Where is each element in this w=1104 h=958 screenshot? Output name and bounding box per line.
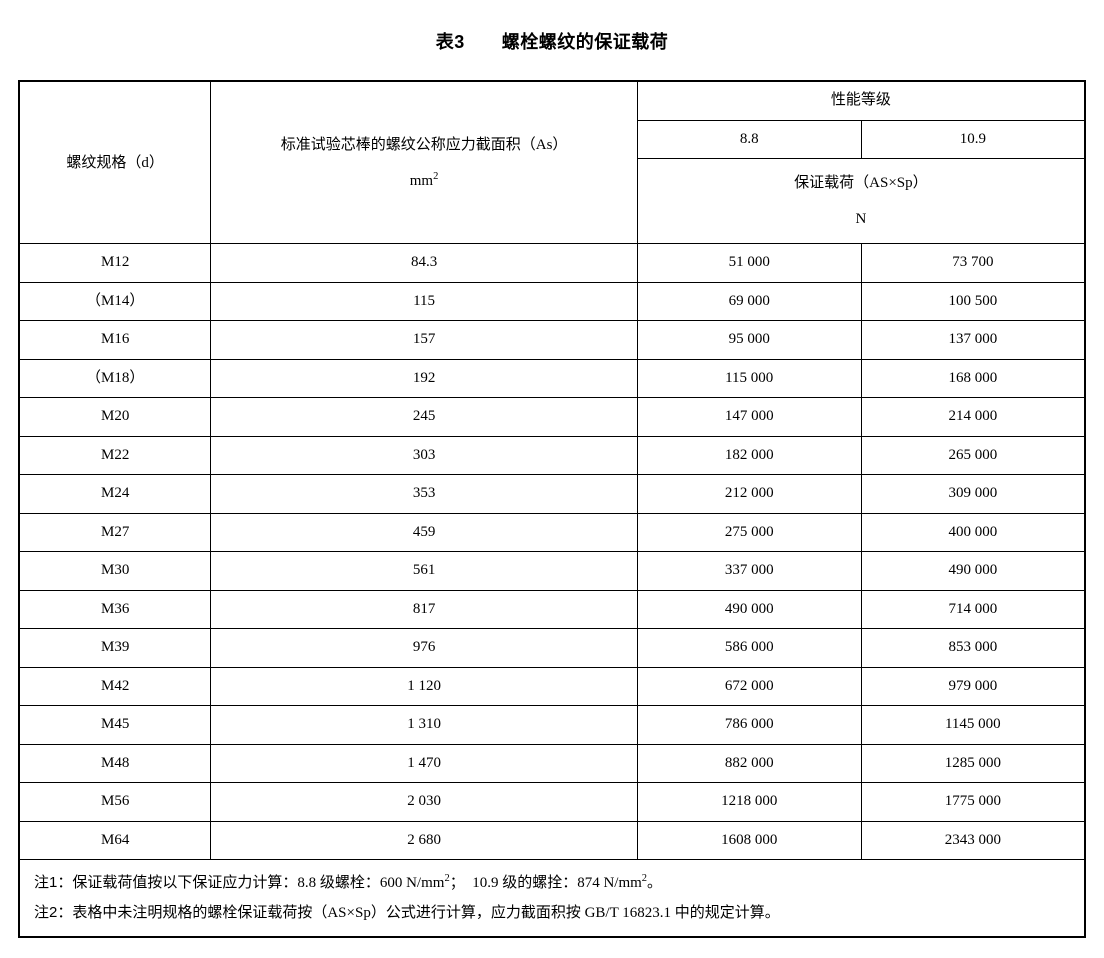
table-cell: M64 bbox=[19, 821, 211, 860]
table-cell: 561 bbox=[211, 552, 637, 591]
table-cell: 1 470 bbox=[211, 744, 637, 783]
table-cell: 275 000 bbox=[637, 513, 861, 552]
table-cell: M56 bbox=[19, 783, 211, 822]
table-cell: 212 000 bbox=[637, 475, 861, 514]
table-row: M22303182 000265 000 bbox=[19, 436, 1085, 475]
table-row: M642 6801608 0002343 000 bbox=[19, 821, 1085, 860]
proof-load-table: 螺纹规格（d） 标准试验芯棒的螺纹公称应力截面积（As） mm2 性能等级 8.… bbox=[18, 80, 1086, 938]
table-cell: 84.3 bbox=[211, 244, 637, 283]
table-cell: 817 bbox=[211, 590, 637, 629]
table-cell: M45 bbox=[19, 706, 211, 745]
table-row: M481 470882 0001285 000 bbox=[19, 744, 1085, 783]
table-row: M451 310786 0001145 000 bbox=[19, 706, 1085, 745]
table-cell: 157 bbox=[211, 321, 637, 360]
table-cell: M27 bbox=[19, 513, 211, 552]
table-cell: 459 bbox=[211, 513, 637, 552]
table-cell: 1218 000 bbox=[637, 783, 861, 822]
table-row: M421 120672 000979 000 bbox=[19, 667, 1085, 706]
table-cell: 168 000 bbox=[861, 359, 1085, 398]
table-cell: M39 bbox=[19, 629, 211, 668]
table-cell: 147 000 bbox=[637, 398, 861, 437]
table-cell: 2 030 bbox=[211, 783, 637, 822]
table-cell: 95 000 bbox=[637, 321, 861, 360]
table-cell: 490 000 bbox=[637, 590, 861, 629]
table-row: （M14）11569 000100 500 bbox=[19, 282, 1085, 321]
table-cell: 337 000 bbox=[637, 552, 861, 591]
table-cell: 214 000 bbox=[861, 398, 1085, 437]
table-cell: 265 000 bbox=[861, 436, 1085, 475]
table-cell: 586 000 bbox=[637, 629, 861, 668]
table-cell: 1 310 bbox=[211, 706, 637, 745]
table-cell: M20 bbox=[19, 398, 211, 437]
table-cell: 1 120 bbox=[211, 667, 637, 706]
table-cell: 115 bbox=[211, 282, 637, 321]
table-row: M24353212 000309 000 bbox=[19, 475, 1085, 514]
table-cell: 182 000 bbox=[637, 436, 861, 475]
table-cell: 2 680 bbox=[211, 821, 637, 860]
table-cell: 309 000 bbox=[861, 475, 1085, 514]
table-cell: 976 bbox=[211, 629, 637, 668]
table-cell: 1145 000 bbox=[861, 706, 1085, 745]
table-notes: 注1：保证载荷值按以下保证应力计算：8.8 级螺栓：600 N/mm2； 10.… bbox=[19, 860, 1085, 938]
hdr-grade-1: 8.8 bbox=[637, 120, 861, 159]
table-cell: M24 bbox=[19, 475, 211, 514]
table-cell: M42 bbox=[19, 667, 211, 706]
table-cell: M22 bbox=[19, 436, 211, 475]
table-cell: （M18） bbox=[19, 359, 211, 398]
table-cell: 353 bbox=[211, 475, 637, 514]
table-cell: 245 bbox=[211, 398, 637, 437]
table-cell: 400 000 bbox=[861, 513, 1085, 552]
table-cell: 69 000 bbox=[637, 282, 861, 321]
table-row: （M18）192115 000168 000 bbox=[19, 359, 1085, 398]
hdr-proof-load: 保证载荷（AS×Sp） N bbox=[637, 159, 1085, 244]
table-cell: 1608 000 bbox=[637, 821, 861, 860]
hdr-stress-area: 标准试验芯棒的螺纹公称应力截面积（As） mm2 bbox=[211, 81, 637, 244]
hdr-grade-2: 10.9 bbox=[861, 120, 1085, 159]
table-cell: 786 000 bbox=[637, 706, 861, 745]
table-cell: 1775 000 bbox=[861, 783, 1085, 822]
caption-spacer bbox=[465, 32, 502, 52]
table-cell: M48 bbox=[19, 744, 211, 783]
table-cell: 100 500 bbox=[861, 282, 1085, 321]
table-cell: 137 000 bbox=[861, 321, 1085, 360]
caption-title: 螺栓螺纹的保证载荷 bbox=[502, 32, 669, 52]
table-row: M1615795 000137 000 bbox=[19, 321, 1085, 360]
table-cell: M30 bbox=[19, 552, 211, 591]
table-cell: 853 000 bbox=[861, 629, 1085, 668]
table-cell: 979 000 bbox=[861, 667, 1085, 706]
table-cell: 1285 000 bbox=[861, 744, 1085, 783]
table-cell: 2343 000 bbox=[861, 821, 1085, 860]
table-row: M1284.351 00073 700 bbox=[19, 244, 1085, 283]
table-row: M27459275 000400 000 bbox=[19, 513, 1085, 552]
table-row: M36817490 000714 000 bbox=[19, 590, 1085, 629]
table-cell: 714 000 bbox=[861, 590, 1085, 629]
table-cell: M36 bbox=[19, 590, 211, 629]
table-row: M39976586 000853 000 bbox=[19, 629, 1085, 668]
table-cell: 303 bbox=[211, 436, 637, 475]
table-cell: 115 000 bbox=[637, 359, 861, 398]
table-row: M562 0301218 0001775 000 bbox=[19, 783, 1085, 822]
caption-number: 表3 bbox=[436, 32, 465, 52]
table-cell: M12 bbox=[19, 244, 211, 283]
table-row: M30561337 000490 000 bbox=[19, 552, 1085, 591]
table-cell: 490 000 bbox=[861, 552, 1085, 591]
table-cell: 51 000 bbox=[637, 244, 861, 283]
table-cell: 73 700 bbox=[861, 244, 1085, 283]
table-cell: 192 bbox=[211, 359, 637, 398]
table-cell: 672 000 bbox=[637, 667, 861, 706]
table-caption: 表3 螺栓螺纹的保证载荷 bbox=[18, 28, 1086, 54]
table-row: M20245147 000214 000 bbox=[19, 398, 1085, 437]
hdr-grade-group: 性能等级 bbox=[637, 81, 1085, 120]
table-body: M1284.351 00073 700（M14）11569 000100 500… bbox=[19, 244, 1085, 860]
hdr-thread-spec: 螺纹规格（d） bbox=[19, 81, 211, 244]
table-cell: （M14） bbox=[19, 282, 211, 321]
table-cell: 882 000 bbox=[637, 744, 861, 783]
table-cell: M16 bbox=[19, 321, 211, 360]
